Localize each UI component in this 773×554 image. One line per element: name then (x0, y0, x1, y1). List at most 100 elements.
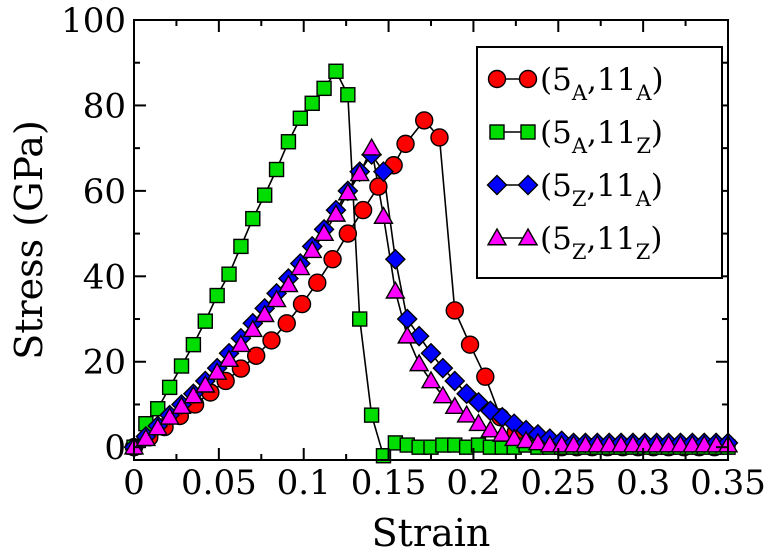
legend-text-part: 11 (597, 115, 636, 151)
legend-subscript: Z (636, 240, 651, 264)
data-point-square (173, 358, 190, 374)
legend-marker-square (489, 124, 505, 140)
data-point-circle (445, 301, 464, 320)
data-point-triangle (135, 428, 157, 447)
legend-subscript: A (571, 81, 588, 105)
legend-subscript: A (571, 134, 588, 158)
data-point-triangle (147, 417, 168, 436)
data-point-triangle (159, 406, 180, 425)
legend-text-part: ( (540, 221, 552, 257)
data-point-square (268, 161, 285, 178)
data-point-triangle (515, 430, 537, 449)
data-point-square (292, 110, 309, 126)
data-point-circle (262, 331, 281, 350)
x-tick-label: 0 (123, 463, 145, 503)
data-point-circle (323, 250, 342, 269)
data-point-triangle (480, 419, 501, 438)
data-point-square (185, 336, 202, 353)
data-point-square (233, 238, 249, 255)
legend-marker-circle (487, 69, 507, 89)
legend-marker-triangle (517, 227, 539, 246)
legend-subscript: Z (636, 134, 651, 158)
data-point-triangle (420, 370, 442, 389)
y-tick-label: 100 (61, 1, 126, 41)
x-tick-label: 0.25 (520, 463, 596, 503)
data-point-triangle (230, 334, 252, 353)
ticks-layer: 0 0.05 0.1 0.15 0.2 0.25 0.3 0.35 0 20 40 60 80 100 (61, 1, 766, 503)
data-point-circle (292, 294, 312, 314)
data-point-square (363, 407, 380, 423)
data-point-triangle (183, 385, 204, 404)
data-point-circle (369, 177, 388, 196)
data-point-triangle (408, 353, 430, 372)
y-tick-label: 80 (83, 86, 126, 126)
legend-text-part: 11 (596, 168, 635, 204)
legend-text-part: ( (540, 115, 552, 151)
data-point-triangle (195, 374, 216, 393)
y-tick-label: 60 (83, 172, 126, 212)
legend-text-part: ) (651, 168, 663, 204)
legend-marker-triangle (486, 227, 508, 246)
legend-label: (5Z,11A) (540, 168, 663, 211)
data-point-circle (338, 224, 358, 243)
data-point-triangle (171, 396, 192, 415)
legend-subscript: A (635, 81, 652, 105)
legend: (5A,11A)(5A,11Z)(5Z,11A)(5Z,11Z) (476, 46, 723, 279)
legend-subscript: Z (572, 240, 587, 264)
data-point-triangle (337, 182, 359, 201)
data-point-triangle (456, 404, 477, 423)
data-point-triangle (278, 274, 299, 293)
legend-subscript: A (635, 187, 652, 211)
legend-label: (5Z,11Z) (540, 221, 662, 264)
data-point-square (245, 210, 261, 227)
data-point-triangle (468, 413, 489, 432)
data-point-triangle (218, 349, 240, 368)
legend-text-part: ( (540, 168, 552, 204)
legend-text-part: 11 (597, 62, 636, 98)
data-point-triangle (527, 432, 549, 451)
legend-text-part: 5 (552, 168, 572, 204)
legend-label: (5A,11Z) (540, 115, 663, 158)
legend-text-part: ) (652, 62, 664, 98)
data-point-circle (415, 111, 434, 130)
data-point-square (209, 287, 225, 304)
legend-text-part: , (586, 168, 596, 204)
data-point-diamond (384, 248, 406, 270)
data-point-square (304, 95, 320, 112)
y-axis-title: Stress (GPa) (7, 120, 51, 360)
data-point-square (256, 187, 273, 203)
legend-text-part: 5 (552, 221, 572, 257)
series-markers-triangle (123, 137, 739, 455)
legend-text-part: , (587, 62, 597, 98)
x-tick-label: 0.15 (351, 463, 427, 503)
data-point-diamond (468, 391, 490, 413)
data-point-diamond (432, 357, 454, 379)
data-point-triangle (397, 325, 418, 344)
data-point-triangle (242, 319, 264, 338)
x-tick-label: 0.3 (616, 463, 670, 503)
data-point-triangle (385, 280, 406, 299)
series-layer (123, 63, 739, 464)
data-point-square (328, 63, 344, 79)
data-point-circle (246, 346, 266, 365)
data-point-triangle (325, 203, 347, 222)
data-point-triangle (373, 206, 394, 224)
legend-marker-square (520, 124, 536, 140)
legend-text-part: 11 (596, 221, 635, 257)
legend-entry: (5Z,11Z) (486, 221, 662, 264)
data-point-triangle (313, 223, 335, 242)
legend-subscript: Z (572, 187, 587, 211)
data-point-triangle (503, 428, 525, 447)
data-point-square (221, 266, 237, 282)
legend-marker-circle (518, 69, 538, 89)
legend-box (476, 46, 723, 279)
legend-text-part: 5 (552, 115, 572, 151)
data-point-diamond (456, 383, 478, 405)
data-point-square (197, 313, 213, 329)
data-point-circle (396, 134, 415, 154)
data-point-triangle (349, 163, 370, 182)
legend-text-part: 5 (552, 62, 572, 98)
data-point-circle (460, 335, 480, 354)
y-tick-label: 40 (83, 257, 126, 297)
legend-text-part: ( (540, 62, 552, 98)
